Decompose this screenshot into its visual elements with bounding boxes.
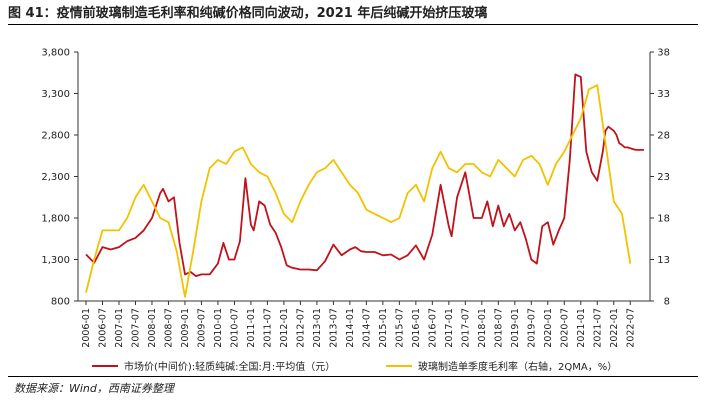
- x-tick-label: 2018-01: [477, 308, 488, 348]
- x-tick-label: 2017-07: [460, 308, 471, 348]
- x-tick-label: 2014-01: [345, 308, 356, 348]
- x-tick-label: 2010-01: [213, 308, 224, 348]
- y-right-tick-label: 23: [657, 172, 670, 183]
- y-left-tick-label: 3,300: [41, 89, 70, 100]
- x-tick-label: 2016-01: [411, 308, 422, 348]
- legend-label: 市场价(中间价):轻质纯碱:全国:月:平均值（元）: [124, 360, 335, 373]
- y-right-tick-label: 13: [657, 255, 670, 266]
- y-left-tick-label: 800: [51, 297, 70, 308]
- x-tick-label: 2019-07: [526, 308, 537, 348]
- source-rule: [8, 376, 698, 377]
- y-right-tick-label: 8: [664, 297, 670, 308]
- x-tick-label: 2020-01: [543, 308, 554, 348]
- y-right-tick-label: 33: [657, 89, 670, 100]
- x-tick-label: 2021-07: [592, 308, 603, 348]
- y-left-tick-label: 1,800: [41, 214, 70, 225]
- x-tick-label: 2006-07: [97, 308, 108, 348]
- glass-margin-line: [85, 84, 632, 298]
- y-left-tick-label: 2,800: [41, 131, 70, 142]
- x-tick-label: 2011-01: [246, 308, 257, 348]
- figure-title: 图 41：疫情前玻璃制造毛利率和纯碱价格同向波动，2021 年后纯碱开始挤压玻璃: [8, 6, 488, 21]
- x-tick-label: 2017-01: [444, 308, 455, 348]
- x-tick-label: 2008-07: [163, 308, 174, 348]
- x-tick-label: 2016-07: [427, 308, 438, 348]
- x-tick-label: 2009-07: [196, 308, 207, 348]
- x-tick-label: 2022-07: [625, 308, 636, 348]
- y-left-tick-label: 2,300: [41, 172, 70, 183]
- x-tick-label: 2011-07: [262, 308, 273, 348]
- x-tick-label: 2019-01: [510, 308, 521, 348]
- x-tick-label: 2006-01: [81, 308, 92, 348]
- x-tick-label: 2013-07: [328, 308, 339, 348]
- x-tick-label: 2008-01: [147, 308, 158, 348]
- x-tick-label: 2007-01: [114, 308, 125, 348]
- x-tick-label: 2022-01: [609, 308, 620, 348]
- x-tick-label: 2013-01: [312, 308, 323, 348]
- x-tick-label: 2012-07: [295, 308, 306, 348]
- x-tick-label: 2012-01: [279, 308, 290, 348]
- x-tick-label: 2007-07: [130, 308, 141, 348]
- x-tick-label: 2015-01: [378, 308, 389, 348]
- y-right-tick-label: 38: [657, 48, 670, 59]
- y-right-tick-label: 28: [657, 131, 670, 142]
- x-tick-label: 2015-07: [394, 308, 405, 348]
- x-tick-label: 2018-07: [493, 308, 504, 348]
- y-left-tick-label: 3,800: [41, 48, 70, 59]
- source-note: 数据来源：Wind，西南证券整理: [14, 382, 174, 395]
- legend-label: 玻璃制造单季度毛利率（右轴，2QMA，%）: [418, 360, 617, 373]
- y-right-tick-label: 18: [657, 214, 670, 225]
- soda-ash-price-line: [85, 73, 644, 278]
- x-tick-label: 2020-07: [559, 308, 570, 348]
- title-rule: [8, 24, 698, 25]
- x-tick-label: 2021-01: [576, 308, 587, 348]
- x-tick-label: 2009-01: [180, 308, 191, 348]
- x-tick-label: 2010-07: [229, 308, 240, 348]
- x-tick-label: 2014-07: [361, 308, 372, 348]
- y-left-tick-label: 1,300: [41, 255, 70, 266]
